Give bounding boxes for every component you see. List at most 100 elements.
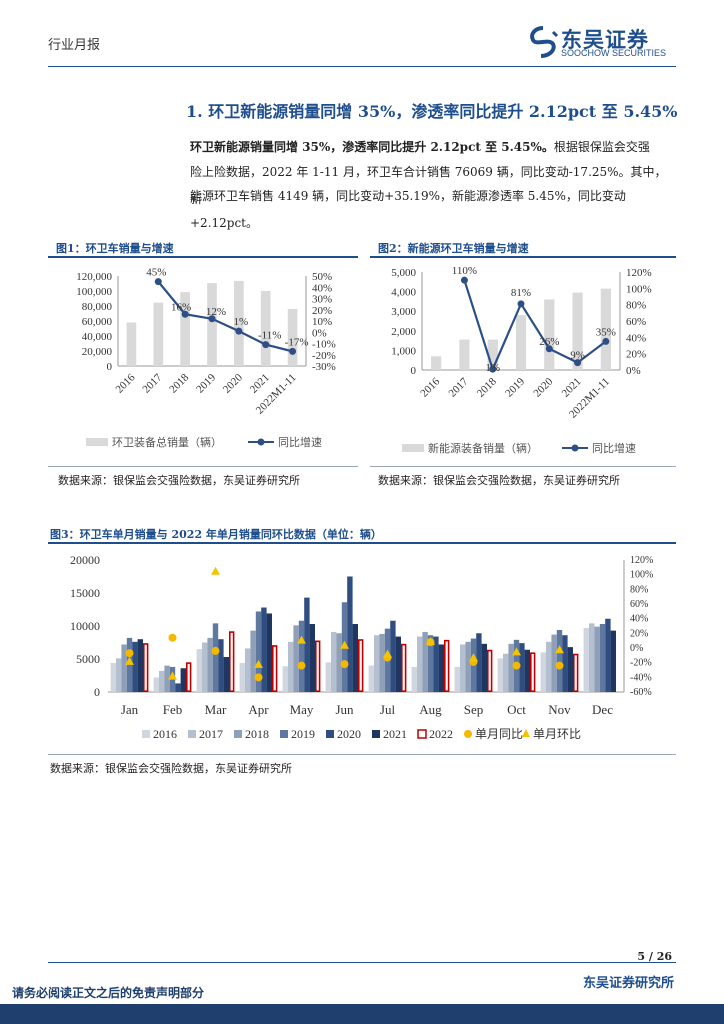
bar-2017 [288, 641, 294, 692]
legend-label: 2017 [199, 727, 223, 741]
bar-2021 [481, 643, 487, 692]
x-tick-label: 2018 [475, 375, 499, 399]
mom-marker [168, 671, 177, 680]
yoy-marker [211, 646, 220, 655]
bar-2022 [143, 643, 149, 693]
bar-2017 [503, 653, 509, 692]
x-tick-label: Oct [507, 702, 526, 717]
legend-line-label: 同比增速 [592, 441, 636, 455]
bar-2020 [132, 641, 138, 692]
disclaimer-note[interactable]: 请务必阅读正文之后的免责声明部分 [12, 986, 205, 1000]
legend-swatch [234, 730, 242, 738]
mom-marker [469, 653, 478, 662]
growth-point [181, 310, 189, 318]
bar [487, 339, 498, 370]
fig3-source: 数据来源：银保监会交强险数据，东吴证券研究所 [50, 762, 292, 775]
data-label: 26% [539, 336, 559, 348]
fig1-title-rule [48, 256, 358, 258]
bar-2021 [137, 639, 143, 692]
footer-divider [48, 962, 676, 963]
y-right-tick-label: 100% [626, 283, 652, 295]
bar-2022 [443, 639, 450, 693]
bar-2017 [374, 635, 380, 692]
bar-2020 [347, 576, 353, 692]
x-tick-label: Nov [548, 702, 571, 717]
bar-2020 [304, 597, 310, 692]
bar-2020 [433, 636, 439, 692]
y-right-tick-label: 80% [630, 584, 648, 595]
x-tick-label: Sep [464, 702, 484, 717]
y-left-tick-label: 0 [94, 685, 100, 699]
bar-2016 [368, 665, 374, 692]
bar-2022 [229, 631, 235, 693]
growth-point [154, 278, 162, 286]
legend-label: 2018 [245, 727, 269, 741]
data-label: 1% [234, 316, 249, 328]
y-right-tick-label: 60% [626, 316, 646, 328]
bar-2017 [331, 631, 337, 692]
mom-marker [555, 645, 564, 654]
y-left-tick-label: 20000 [70, 553, 100, 567]
bar [234, 280, 244, 366]
bar-2019 [126, 637, 133, 692]
fig2-chart: 0 1,000 2,000 3,000 4,000 5,000 0% 20% 40% 60% 80%… [391, 265, 652, 455]
growth-point [235, 327, 243, 335]
y-right-tick-label: -60% [630, 687, 652, 698]
yoy-marker [125, 649, 134, 658]
y-left-tick-label: 60,000 [82, 316, 113, 328]
y-right-tick-label: -20% [630, 658, 652, 669]
bar-2016 [282, 666, 288, 692]
fig2-bottom-rule [370, 466, 676, 467]
bar-2020 [175, 683, 181, 692]
legend-swatch [372, 730, 380, 738]
bar-2016 [239, 662, 245, 692]
bar-2020 [390, 620, 396, 692]
y-right-tick-label: 100% [630, 570, 653, 581]
legend-line-label: 同比增速 [278, 435, 322, 449]
growth-point [574, 359, 582, 367]
yoy-marker [555, 661, 564, 670]
x-tick-label: Jan [121, 702, 139, 717]
legend-line-marker [571, 444, 579, 452]
fig1-title: 图1：环卫车销量与增速 [56, 242, 174, 255]
fig2-title-rule [370, 256, 676, 258]
data-label: 45% [146, 267, 166, 279]
bar-2017 [417, 636, 423, 692]
yoy-marker [340, 660, 349, 669]
fig1-bottom-rule [48, 466, 358, 467]
bar-2017 [245, 648, 251, 692]
bar-2019 [599, 624, 606, 692]
bar-2021 [524, 649, 530, 692]
mom-marker [297, 635, 306, 644]
data-label: 1% [485, 362, 500, 374]
mom-marker [211, 566, 220, 575]
bar-2016 [196, 649, 202, 692]
x-tick-label: Aug [419, 702, 442, 717]
legend-swatch [280, 730, 288, 738]
fig3-bottom-rule [48, 754, 676, 755]
bar-2022 [400, 643, 407, 693]
y-left-tick-label: 0 [107, 361, 113, 373]
yoy-marker [168, 633, 177, 642]
x-tick-label: 2016 [418, 375, 442, 399]
data-label: 12% [206, 306, 226, 318]
fig3-title: 图3：环卫车单月销量与 2022 年单月销量同环比数据（单位：辆） [50, 528, 382, 541]
bar-2018 [379, 633, 385, 692]
x-tick-label: 2020 [221, 371, 245, 395]
bar-2021 [567, 647, 573, 692]
legend-line-marker [257, 438, 265, 446]
bar-2018 [551, 634, 557, 692]
bar [459, 339, 470, 370]
bar-2019 [556, 629, 563, 692]
growth-point [489, 365, 497, 373]
bar [260, 291, 271, 366]
bar [600, 288, 611, 370]
logo-english-name: SOOCHOW SECURITIES [561, 48, 667, 58]
fig1-source: 数据来源：银保监会交强险数据，东吴证券研究所 [58, 474, 300, 487]
y-left-tick-label: 100,000 [76, 286, 112, 298]
data-label: -17% [285, 336, 309, 348]
bar-2021 [223, 657, 229, 692]
bar-2018 [422, 631, 428, 692]
y-left-tick-label: 4,000 [391, 287, 416, 299]
x-tick-label: 2017 [140, 371, 164, 395]
